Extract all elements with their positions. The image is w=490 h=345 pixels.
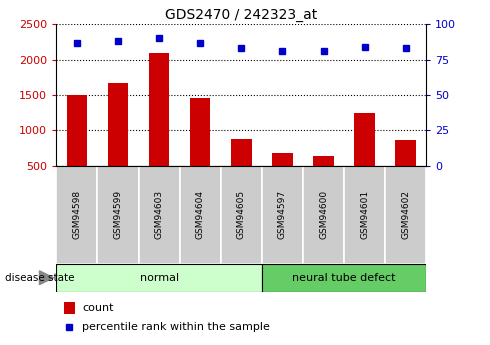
Text: normal: normal [140, 273, 179, 283]
Bar [231, 139, 251, 166]
Text: GSM94599: GSM94599 [114, 190, 122, 239]
Bar [303, 166, 344, 264]
Bar [262, 264, 426, 292]
Bar [98, 166, 139, 264]
Bar [221, 166, 262, 264]
Text: GSM94605: GSM94605 [237, 190, 246, 239]
Polygon shape [39, 271, 53, 285]
Bar [108, 83, 128, 166]
Text: GSM94597: GSM94597 [278, 190, 287, 239]
Bar [139, 166, 180, 264]
Bar [67, 95, 87, 166]
Bar [344, 166, 385, 264]
Text: GSM94602: GSM94602 [401, 190, 410, 239]
Text: disease state: disease state [5, 273, 74, 283]
Text: neural tube defect: neural tube defect [293, 273, 396, 283]
Text: percentile rank within the sample: percentile rank within the sample [82, 322, 270, 332]
Bar [56, 166, 98, 264]
Bar [313, 156, 334, 166]
Title: GDS2470 / 242323_at: GDS2470 / 242323_at [165, 8, 318, 22]
Text: GSM94600: GSM94600 [319, 190, 328, 239]
Text: GSM94604: GSM94604 [196, 190, 205, 239]
Bar [272, 153, 293, 166]
Bar [149, 53, 170, 166]
Bar [64, 303, 75, 314]
Bar [56, 264, 262, 292]
Bar [180, 166, 221, 264]
Text: GSM94598: GSM94598 [73, 190, 81, 239]
Bar [262, 166, 303, 264]
Text: GSM94601: GSM94601 [360, 190, 369, 239]
Bar [190, 98, 211, 166]
Text: GSM94603: GSM94603 [155, 190, 164, 239]
Bar [385, 166, 426, 264]
Text: count: count [82, 303, 114, 313]
Bar [354, 112, 375, 166]
Bar [395, 140, 416, 166]
